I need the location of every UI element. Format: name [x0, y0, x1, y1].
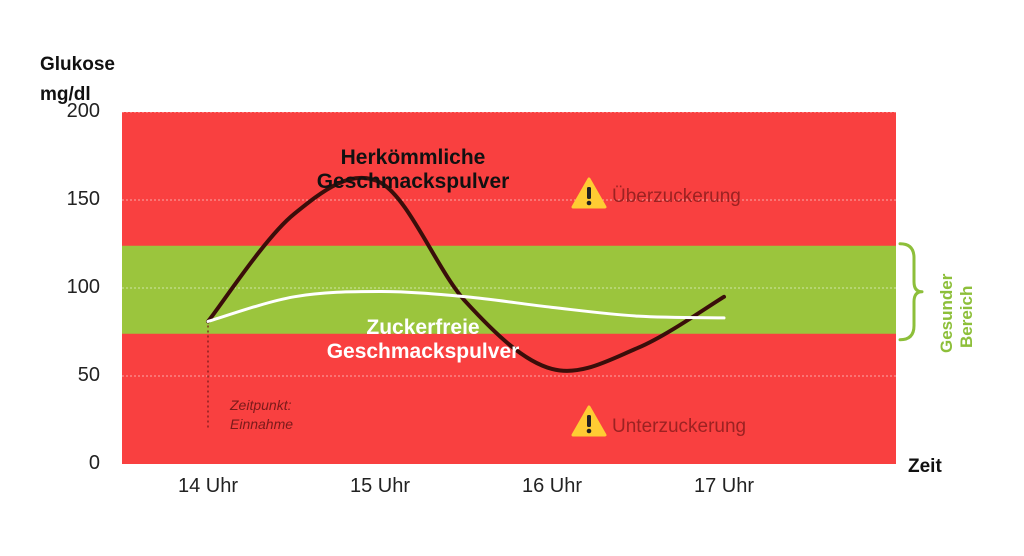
healthy-range-label: Gesunder Bereich: [935, 248, 976, 358]
y-axis-label: Glukose mg/dl: [40, 54, 115, 105]
annotation-under-zone: Unterzuckerung: [612, 416, 746, 438]
annotation-under-label: Unterzuckerung: [612, 416, 747, 437]
gridlines: [122, 111, 896, 377]
y-tick-label: 100: [66, 276, 100, 298]
x-tick-label: 16 Uhr: [521, 475, 583, 497]
series-line-conventional: [206, 175, 726, 373]
healthy-range-brace: [898, 242, 924, 342]
y-tick-label: 150: [66, 188, 100, 210]
x-tick-label: 14 Uhr: [177, 475, 239, 497]
warning-icon: [571, 177, 607, 209]
x-tick-label: 15 Uhr: [349, 475, 411, 497]
annotation-over-zone: Überzuckerung: [612, 186, 741, 208]
x-axis-label: Zeit: [908, 456, 942, 477]
healthy-label-line2: Bereich: [957, 285, 976, 348]
y-tick-label: 200: [66, 100, 100, 122]
annotation-over-label: Überzuckerung: [612, 186, 741, 207]
annotation-intake: Zeitpunkt: Einnahme: [230, 397, 294, 432]
warning-icon: [571, 405, 607, 437]
y-tick-label: 50: [77, 364, 100, 386]
annotation-conventional: Herkömmliche Geschmackspulver: [316, 146, 510, 193]
y-tick-label: 0: [88, 452, 100, 474]
healthy-label-line1: Gesunder: [937, 273, 956, 353]
series-line-sugarfree: [206, 290, 726, 323]
x-tick-label: 17 Uhr: [693, 475, 755, 497]
annotation-sugarfree: Zuckerfreie Geschmackspulver: [326, 316, 520, 363]
